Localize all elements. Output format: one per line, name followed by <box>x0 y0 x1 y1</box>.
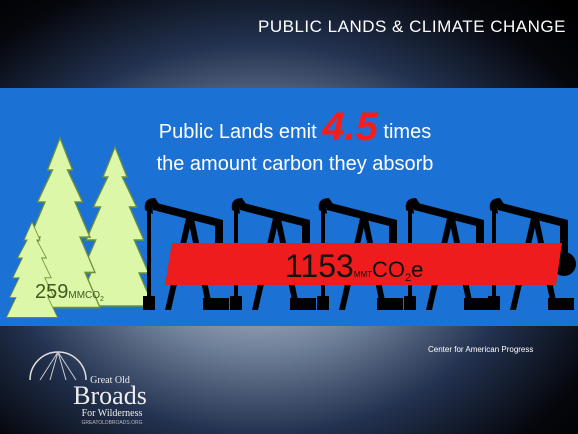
headline-end: times <box>383 121 431 143</box>
logo-line2: Broads <box>73 381 147 410</box>
emitted-gas: CO <box>372 257 405 282</box>
emitted-value: 1153 <box>285 248 354 284</box>
emitted-unit: MMT <box>354 270 372 279</box>
absorbed-subscript: 2 <box>100 296 104 303</box>
slide-title: PUBLIC LANDS & CLIMATE CHANGE <box>258 17 566 36</box>
emitted-suffix: e <box>411 257 423 282</box>
logo-line4: GREATOLDBROADS.ORG <box>82 420 143 426</box>
logo-line3: For Wilderness <box>82 408 143 419</box>
source: Center for American Progress <box>428 345 533 354</box>
absorbed-value: 259 <box>35 281 68 303</box>
absorbed-unit: MMCO <box>68 290 100 301</box>
slide: PUBLIC LANDS & CLIMATE CHANGE Public Lan… <box>0 0 578 434</box>
headline-start: Public Lands emit <box>159 121 317 143</box>
ratio: 4.5 <box>321 105 378 149</box>
headline-line2: the amount carbon they absorb <box>157 153 434 175</box>
